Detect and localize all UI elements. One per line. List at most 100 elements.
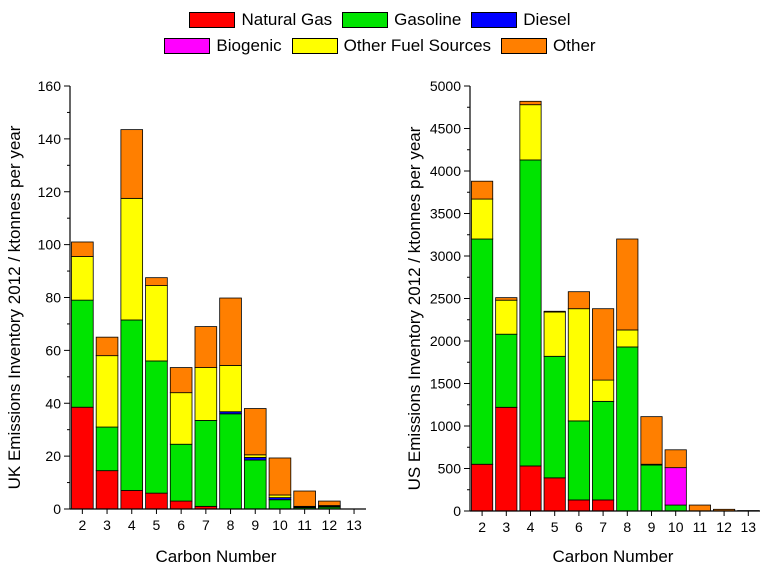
legend-label-gasoline: Gasoline xyxy=(394,10,462,29)
us-y-tick-label-0: 0 xyxy=(453,503,461,519)
uk-bar-9-other xyxy=(243,408,267,456)
uk-x-tick-label-10: 10 xyxy=(272,517,288,533)
us-bar-10-other xyxy=(664,449,687,469)
us-x-tick-label-3: 3 xyxy=(502,519,510,535)
us-bar-10-gasoline xyxy=(664,504,687,512)
us-x-tick-label-8: 8 xyxy=(623,519,631,535)
uk-x-tick-label-8: 8 xyxy=(227,517,235,533)
legend-item-biogenic: Biogenic xyxy=(164,36,282,56)
uk-bar-9-diesel xyxy=(243,457,267,461)
legend-label-diesel: Diesel xyxy=(523,10,571,29)
us-y-tick-label-3000: 3000 xyxy=(430,248,461,264)
uk-bar-11-other xyxy=(293,490,316,507)
us-bar-3-natural-gas xyxy=(495,406,518,512)
legend-item-other: Other xyxy=(501,36,596,56)
us-x-tick-label-11: 11 xyxy=(693,519,708,535)
uk-bar-5-other-fuel-sources xyxy=(145,285,168,362)
uk-bar-6-natural-gas xyxy=(169,500,193,510)
uk-bar-3-other-fuel-sources xyxy=(95,355,119,428)
us-y-axis-title: US Emissions Inventory 2012 / ktonnes pe… xyxy=(405,126,424,490)
us-bar-5-other xyxy=(543,310,566,313)
us-bar-5-other-fuel-sources xyxy=(543,311,566,357)
us-y-tick-label-2500: 2500 xyxy=(430,291,461,307)
us-y-tick-label-1500: 1500 xyxy=(430,376,461,392)
us-bar-2-other xyxy=(471,180,494,200)
us-bar-8-other-fuel-sources xyxy=(616,329,639,348)
uk-x-tick-label-4: 4 xyxy=(128,517,136,533)
us-bar-6-other xyxy=(567,291,590,310)
us-bar-7-other-fuel-sources xyxy=(592,379,615,402)
us-y-tick-label-3500: 3500 xyxy=(430,206,461,222)
us-y-tick-label-500: 500 xyxy=(438,461,462,477)
us-bar-10-biogenic xyxy=(664,467,687,506)
us-bar-8-gasoline xyxy=(616,346,639,512)
uk-bar-4-other-fuel-sources xyxy=(120,197,144,321)
us-bar-9-other xyxy=(640,416,663,465)
uk-bar-9-gasoline xyxy=(243,459,267,510)
uk-y-tick-label-0: 0 xyxy=(53,501,61,517)
us-x-tick-label-4: 4 xyxy=(527,519,535,535)
uk-bar-2-gasoline xyxy=(71,299,94,408)
legend-label-natural-gas: Natural Gas xyxy=(241,10,333,29)
uk-bar-7-other-fuel-sources xyxy=(194,367,218,421)
legend-swatch-gasoline xyxy=(342,12,389,28)
uk-y-tick-label-60: 60 xyxy=(45,342,61,358)
uk-x-axis-title: Carbon Number xyxy=(156,547,277,566)
legend-swatch-diesel xyxy=(471,12,518,28)
uk-x-tick-label-13: 13 xyxy=(346,517,362,533)
uk-bar-6-other-fuel-sources xyxy=(169,392,193,445)
us-x-tick-label-10: 10 xyxy=(668,519,684,535)
uk-x-tick-label-7: 7 xyxy=(202,517,210,533)
us-x-tick-label-7: 7 xyxy=(599,519,607,535)
us-bar-6-other-fuel-sources xyxy=(567,308,590,422)
legend-label-other-fuel-sources: Other Fuel Sources xyxy=(343,36,492,55)
uk-x-tick-label-12: 12 xyxy=(322,517,338,533)
us-bar-4-natural-gas xyxy=(519,465,542,512)
us-x-tick-label-2: 2 xyxy=(478,519,486,535)
us-bar-5-gasoline xyxy=(543,355,566,479)
uk-bar-4-natural-gas xyxy=(120,490,144,510)
uk-bar-7-other xyxy=(194,326,218,368)
us-y-tick-label-4500: 4500 xyxy=(430,121,461,137)
uk-y-tick-label-80: 80 xyxy=(45,290,61,306)
uk-y-tick-label-160: 160 xyxy=(38,78,62,94)
us-x-tick-label-6: 6 xyxy=(575,519,583,535)
uk-y-tick-label-100: 100 xyxy=(38,237,62,253)
legend-swatch-other-fuel-sources xyxy=(291,38,338,54)
uk-bar-4-gasoline xyxy=(120,319,144,491)
us-y-tick-label-5000: 5000 xyxy=(430,78,461,94)
legend-item-other-fuel-sources: Other Fuel Sources xyxy=(291,36,492,56)
us-bar-6-natural-gas xyxy=(567,499,590,512)
us-bar-7-other xyxy=(592,308,615,381)
uk-x-tick-label-3: 3 xyxy=(103,517,111,533)
us-bar-3-other xyxy=(495,297,518,301)
us-bar-3-gasoline xyxy=(495,333,518,408)
legend-row-1: Natural Gas Gasoline Diesel xyxy=(0,10,760,30)
legend-label-other: Other xyxy=(553,36,596,55)
uk-x-tick-label-6: 6 xyxy=(177,517,185,533)
us-bar-11-other xyxy=(688,504,711,512)
uk-bar-6-other xyxy=(169,367,193,394)
uk-y-tick-label-40: 40 xyxy=(45,395,61,411)
us-bar-6-gasoline xyxy=(567,420,590,501)
us-bar-5-natural-gas xyxy=(543,477,566,512)
us-bar-3-other-fuel-sources xyxy=(495,299,518,335)
uk-x-tick-label-9: 9 xyxy=(251,517,259,533)
uk-bar-4-other xyxy=(120,129,144,199)
uk-bar-12-other xyxy=(318,500,341,506)
uk-y-axis-title: UK Emissions Inventory 2012 / ktonnes pe… xyxy=(5,125,24,489)
legend-label-biogenic: Biogenic xyxy=(216,36,282,55)
uk-bar-10-other xyxy=(268,457,292,496)
us-bar-2-natural-gas xyxy=(471,463,494,512)
uk-bar-2-other-fuel-sources xyxy=(71,256,94,301)
us-bar-4-other-fuel-sources xyxy=(519,104,542,161)
uk-bar-5-other xyxy=(145,277,168,287)
uk-x-tick-label-11: 11 xyxy=(297,517,312,533)
uk-bar-3-natural-gas xyxy=(95,470,119,510)
us-x-tick-label-9: 9 xyxy=(648,519,656,535)
us-bar-8-other xyxy=(616,238,639,331)
us-x-tick-label-5: 5 xyxy=(551,519,559,535)
uk-y-tick-label-140: 140 xyxy=(38,131,62,147)
